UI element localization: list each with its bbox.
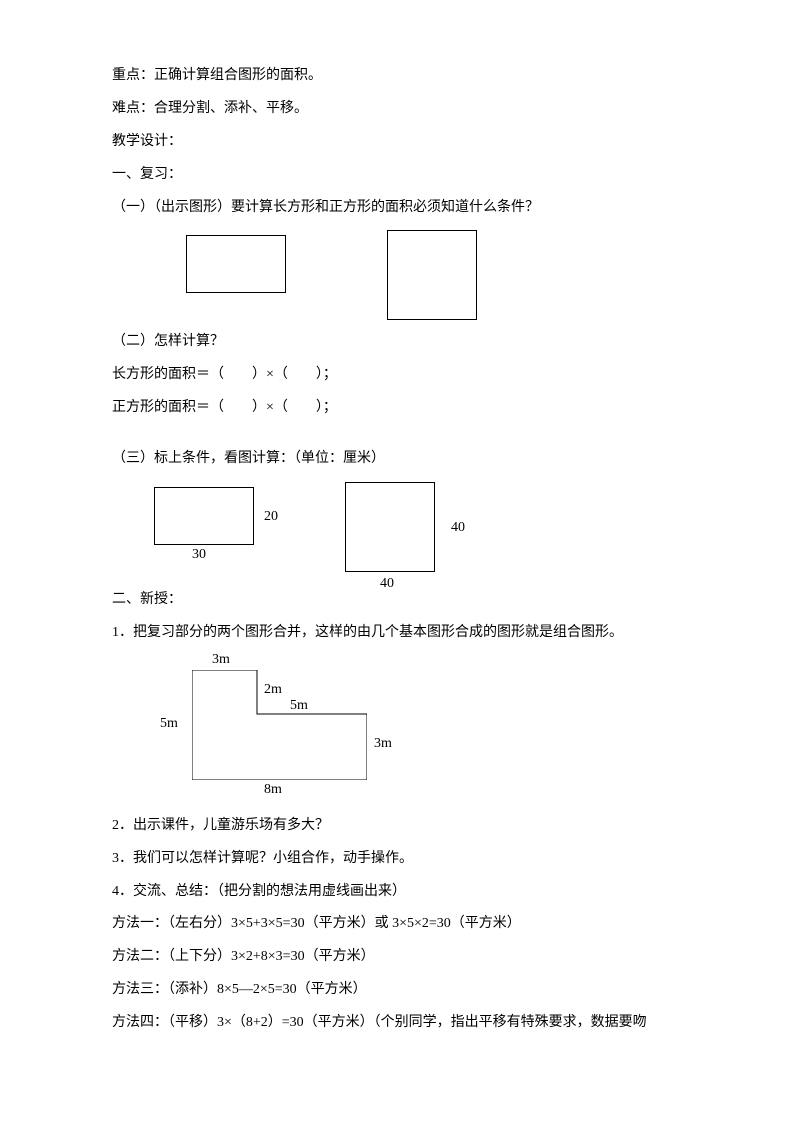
dim-label: 8m: [264, 782, 282, 798]
method-2: 方法二：（上下分）3×2+8×3=30（平方米）: [112, 941, 700, 974]
figure-row-1: [112, 230, 700, 320]
dim-label: 5m: [160, 716, 178, 732]
method-1: 方法一：（左右分）3×5+3×5=30（平方米）或 3×5×2=30（平方米）: [112, 908, 700, 941]
review-q3: （三）标上条件，看图计算：（单位：厘米）: [112, 443, 700, 476]
rectangle-shape-2: [154, 487, 254, 545]
dim-label: 20: [264, 509, 278, 525]
figure-row-2: 20 30 40 40: [112, 482, 700, 592]
difficulty: 难点：合理分割、添补、平移。: [112, 93, 700, 126]
review-q1: （一）（出示图形）要计算长方形和正方形的面积必须知道什么条件？: [112, 192, 700, 225]
square-shape: [387, 230, 477, 320]
key-point: 重点：正确计算组合图形的面积。: [112, 60, 700, 93]
page: 重点：正确计算组合图形的面积。 难点：合理分割、添补、平移。 教学设计： 一、复…: [0, 0, 800, 1132]
review-q2b: 正方形的面积＝（ ）×（ ）；: [112, 392, 700, 425]
dim-label: 40: [451, 520, 465, 536]
section-review: 一、复习：: [112, 159, 700, 192]
review-q2: （二）怎样计算？: [112, 326, 700, 359]
dim-label: 2m: [264, 682, 282, 698]
dim-label: 30: [192, 547, 206, 563]
method-4: 方法四：（平移）3×（8+2）=30（平方米）（个别同学，指出平移有特殊要求，数…: [112, 1007, 700, 1040]
new-3: 3．我们可以怎样计算呢？小组合作，动手操作。: [112, 843, 700, 876]
design-heading: 教学设计：: [112, 126, 700, 159]
rectangle-shape: [186, 235, 286, 293]
new-4: 4．交流、总结：（把分割的想法用虚线画出来）: [112, 876, 700, 909]
dim-label: 5m: [290, 698, 308, 714]
dim-label: 3m: [212, 652, 230, 668]
dim-label: 40: [380, 576, 394, 592]
review-q2a: 长方形的面积＝（ ）×（ ）；: [112, 359, 700, 392]
new-2: 2．出示课件，儿童游乐场有多大？: [112, 810, 700, 843]
square-shape-2: [345, 482, 435, 572]
combo-figure: 3m 2m 5m 3m 5m 8m: [112, 656, 700, 806]
new-1: 1．把复习部分的两个图形合并，这样的由几个基本图形合成的图形就是组合图形。: [112, 617, 700, 650]
method-3: 方法三：（添补）8×5—2×5=30（平方米）: [112, 974, 700, 1007]
dim-label: 3m: [374, 736, 392, 752]
